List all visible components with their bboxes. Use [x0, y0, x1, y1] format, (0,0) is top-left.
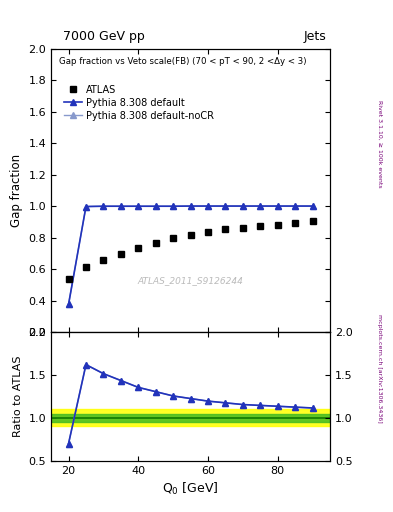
Text: ATLAS_2011_S9126244: ATLAS_2011_S9126244	[138, 276, 244, 286]
Pythia 8.308 default-noCR	[223, 203, 228, 209]
Pythia 8.308 default	[241, 203, 245, 209]
Pythia 8.308 default-noCR	[84, 203, 88, 209]
Pythia 8.308 default	[101, 203, 106, 209]
Line: Pythia 8.308 default-noCR: Pythia 8.308 default-noCR	[65, 203, 316, 308]
ATLAS	[153, 240, 158, 246]
Pythia 8.308 default-noCR	[66, 302, 71, 308]
Pythia 8.308 default-noCR	[101, 203, 106, 209]
ATLAS	[241, 225, 245, 231]
Pythia 8.308 default	[171, 203, 176, 209]
ATLAS	[223, 226, 228, 232]
Pythia 8.308 default-noCR	[241, 203, 245, 209]
Pythia 8.308 default-noCR	[206, 203, 210, 209]
ATLAS	[119, 251, 123, 257]
Text: 7000 GeV pp: 7000 GeV pp	[63, 30, 145, 44]
Pythia 8.308 default	[84, 203, 88, 209]
ATLAS	[310, 218, 315, 224]
ATLAS	[275, 222, 280, 228]
Text: Gap fraction vs Veto scale(FB) (70 < pT < 90, 2 <Δy < 3): Gap fraction vs Veto scale(FB) (70 < pT …	[59, 57, 307, 66]
Text: Rivet 3.1.10, ≥ 100k events: Rivet 3.1.10, ≥ 100k events	[377, 99, 382, 187]
Pythia 8.308 default	[310, 203, 315, 209]
Text: mcplots.cern.ch [arXiv:1306.3436]: mcplots.cern.ch [arXiv:1306.3436]	[377, 314, 382, 423]
ATLAS	[66, 276, 71, 282]
Pythia 8.308 default-noCR	[293, 203, 298, 209]
ATLAS	[258, 223, 263, 229]
Pythia 8.308 default	[136, 203, 141, 209]
Text: Jets: Jets	[303, 30, 326, 44]
Pythia 8.308 default	[188, 203, 193, 209]
Pythia 8.308 default-noCR	[153, 203, 158, 209]
Pythia 8.308 default-noCR	[188, 203, 193, 209]
Pythia 8.308 default	[275, 203, 280, 209]
ATLAS	[293, 220, 298, 226]
Pythia 8.308 default-noCR	[136, 203, 141, 209]
Pythia 8.308 default	[293, 203, 298, 209]
ATLAS	[101, 257, 106, 263]
Pythia 8.308 default	[258, 203, 263, 209]
Pythia 8.308 default	[66, 302, 71, 308]
Pythia 8.308 default	[153, 203, 158, 209]
Pythia 8.308 default	[119, 203, 123, 209]
ATLAS	[84, 264, 88, 270]
Pythia 8.308 default-noCR	[310, 203, 315, 209]
ATLAS	[188, 232, 193, 238]
ATLAS	[171, 235, 176, 241]
Pythia 8.308 default-noCR	[171, 203, 176, 209]
Pythia 8.308 default-noCR	[258, 203, 263, 209]
Pythia 8.308 default	[223, 203, 228, 209]
Line: ATLAS: ATLAS	[65, 218, 316, 283]
Line: Pythia 8.308 default: Pythia 8.308 default	[65, 203, 316, 308]
Pythia 8.308 default-noCR	[119, 203, 123, 209]
Pythia 8.308 default	[206, 203, 210, 209]
Y-axis label: Gap fraction: Gap fraction	[10, 154, 23, 227]
ATLAS	[206, 229, 210, 235]
Y-axis label: Ratio to ATLAS: Ratio to ATLAS	[13, 356, 23, 437]
ATLAS	[136, 245, 141, 251]
X-axis label: Q$_0$ [GeV]: Q$_0$ [GeV]	[162, 481, 219, 497]
Pythia 8.308 default-noCR	[275, 203, 280, 209]
Legend: ATLAS, Pythia 8.308 default, Pythia 8.308 default-noCR: ATLAS, Pythia 8.308 default, Pythia 8.30…	[64, 84, 214, 120]
